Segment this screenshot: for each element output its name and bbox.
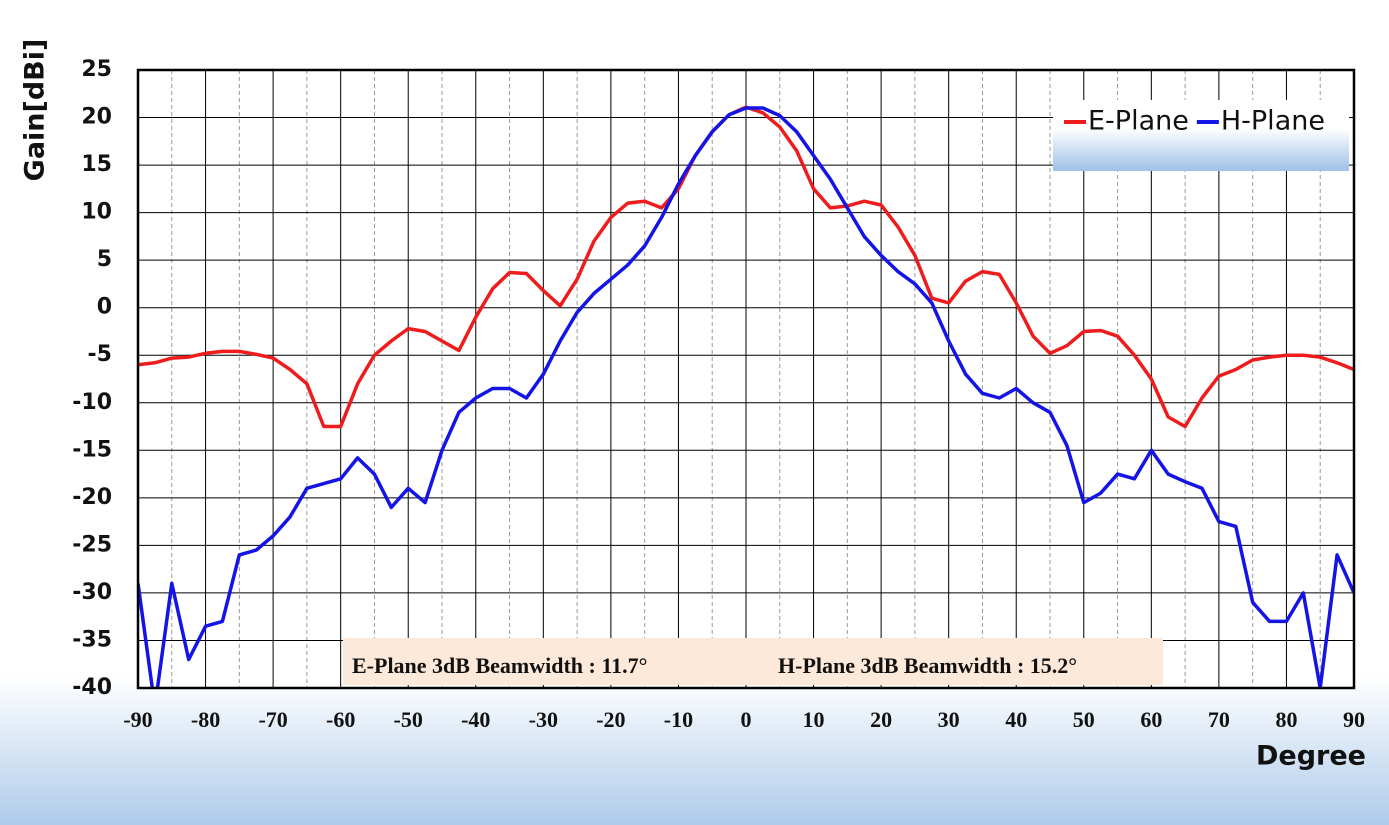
x-tick-label: -70 bbox=[258, 707, 287, 732]
x-tick-label: -50 bbox=[394, 707, 423, 732]
x-axis-label: Degree bbox=[1256, 741, 1366, 772]
annotation-box bbox=[343, 638, 1163, 685]
y-tick-label: -20 bbox=[72, 485, 112, 510]
x-tick-label: -60 bbox=[326, 707, 355, 732]
annotation: H-Plane 3dB Beamwidth : 15.2° bbox=[778, 653, 1077, 678]
y-tick-label: -10 bbox=[72, 390, 112, 415]
y-tick-label: 15 bbox=[81, 152, 112, 177]
x-tick-label: -40 bbox=[461, 707, 490, 732]
x-tick-label: 50 bbox=[1073, 707, 1095, 732]
x-tick-label: 20 bbox=[870, 707, 892, 732]
y-tick-label: 20 bbox=[81, 105, 112, 130]
series-line bbox=[138, 106, 1354, 688]
x-tick-label: 40 bbox=[1005, 707, 1027, 732]
y-tick-label: -15 bbox=[72, 437, 112, 462]
y-tick-label: -35 bbox=[72, 627, 112, 652]
y-tick-label: -40 bbox=[72, 675, 112, 700]
legend-box bbox=[1053, 100, 1349, 171]
x-tick-label: -80 bbox=[191, 707, 220, 732]
y-tick-label: 25 bbox=[81, 57, 112, 82]
y-tick-label: -30 bbox=[72, 580, 112, 605]
plot-frame bbox=[136, 68, 1356, 690]
y-axis-label: Gain[dBi] bbox=[20, 39, 51, 182]
x-tick-label: -90 bbox=[123, 707, 152, 732]
x-tick-label: -10 bbox=[664, 707, 693, 732]
x-tick-label: 0 bbox=[741, 707, 752, 732]
x-tick-label: 30 bbox=[938, 707, 960, 732]
annotation: E-Plane 3dB Beamwidth : 11.7° bbox=[352, 653, 647, 678]
legend-label: H-Plane bbox=[1221, 106, 1325, 137]
y-tick-label: 0 bbox=[97, 295, 112, 320]
x-tick-label: 90 bbox=[1343, 707, 1365, 732]
legend-label: E-Plane bbox=[1088, 106, 1189, 137]
x-tick-label: 70 bbox=[1208, 707, 1230, 732]
x-tick-label: 80 bbox=[1275, 707, 1297, 732]
y-tick-label: 5 bbox=[97, 247, 112, 272]
x-tick-label: -30 bbox=[529, 707, 558, 732]
y-tick-label: -5 bbox=[88, 342, 112, 367]
x-tick-label: 60 bbox=[1140, 707, 1162, 732]
y-tick-label: 10 bbox=[81, 200, 112, 225]
x-tick-label: -20 bbox=[596, 707, 625, 732]
y-tick-label: -25 bbox=[72, 532, 112, 557]
x-tick-label: 10 bbox=[803, 707, 825, 732]
